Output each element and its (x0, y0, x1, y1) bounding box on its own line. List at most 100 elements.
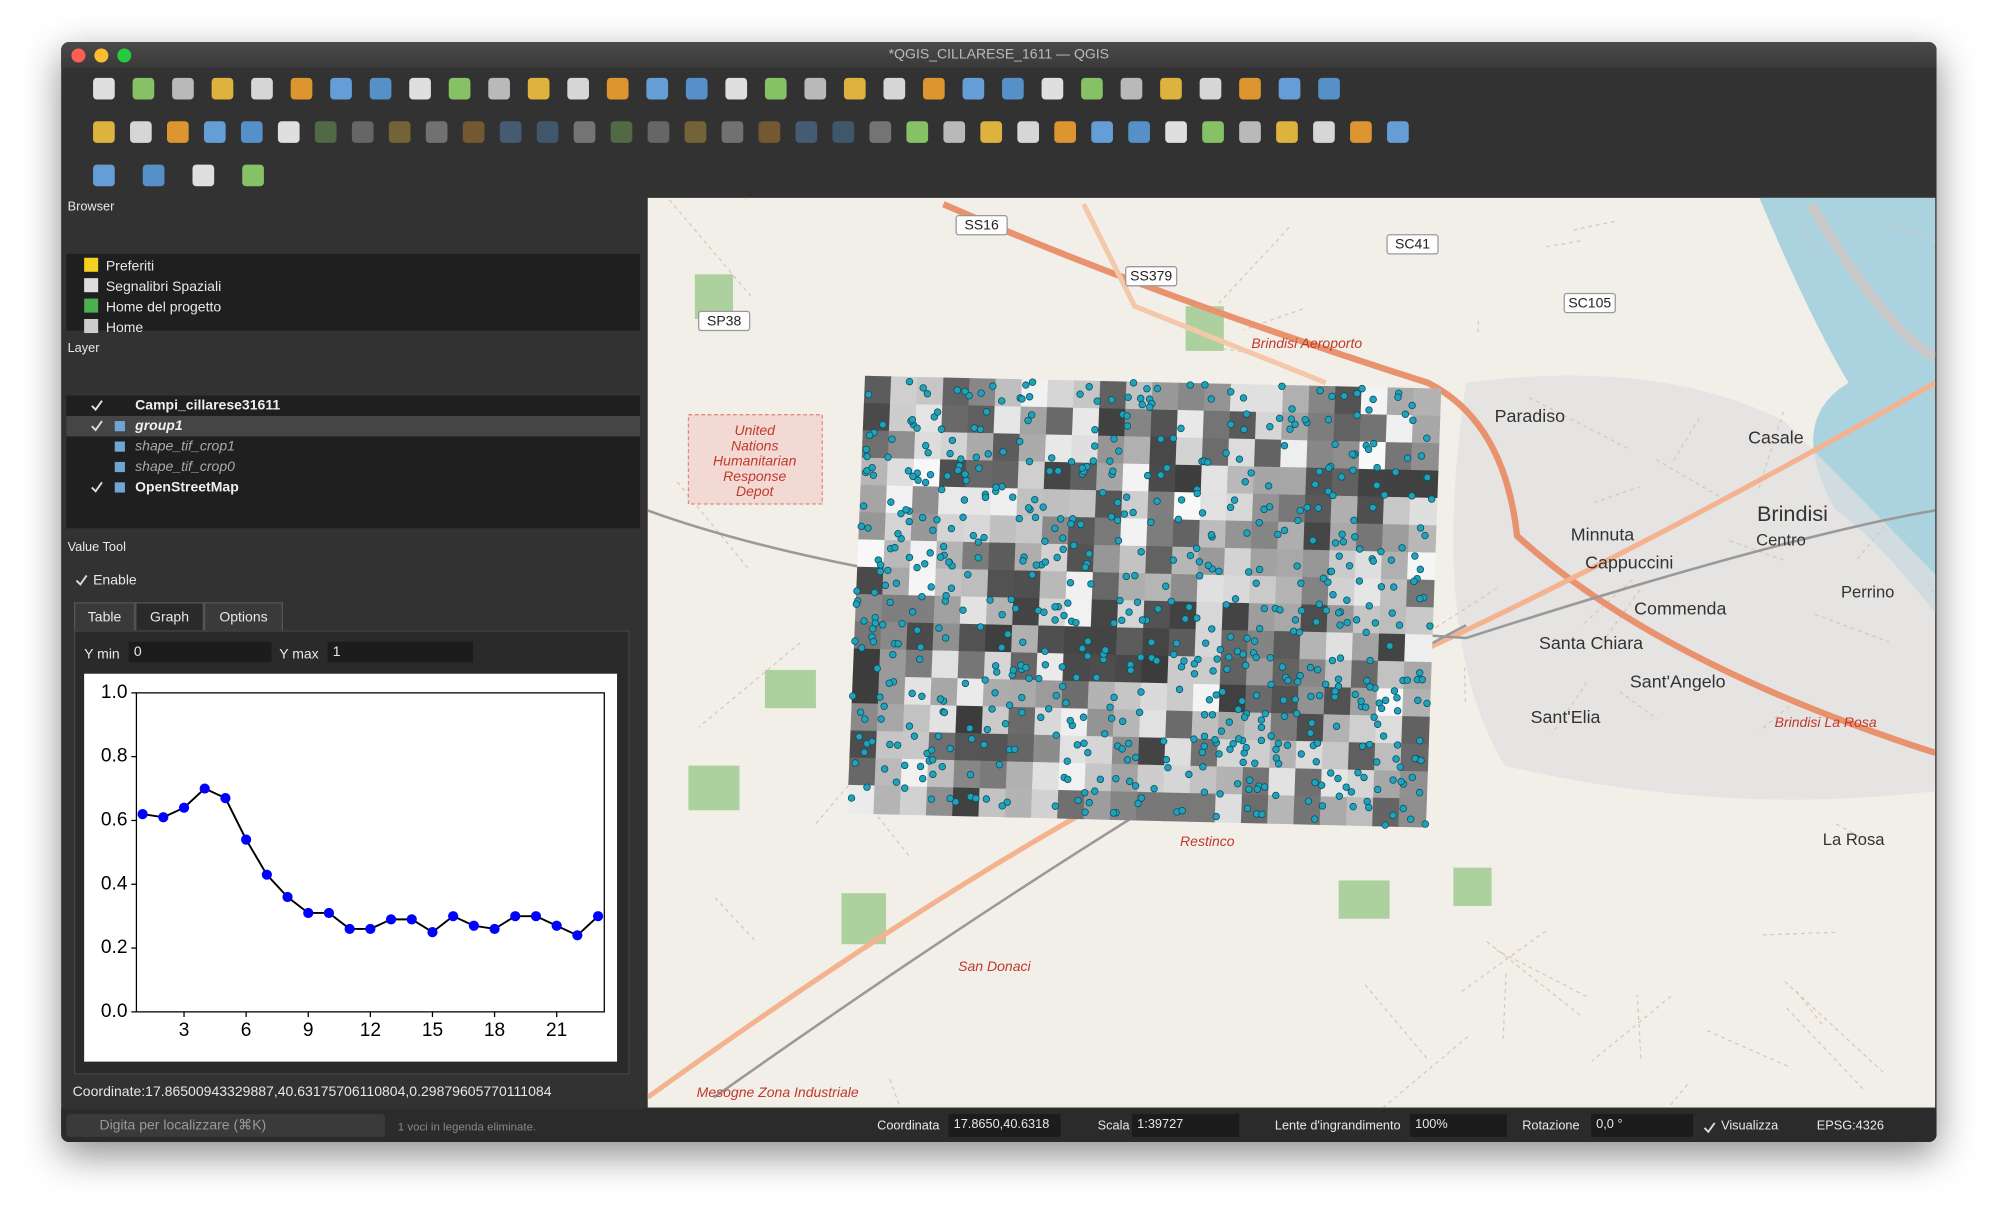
tool-button[interactable] (1387, 121, 1409, 143)
tool-button[interactable] (462, 121, 485, 143)
tool-button[interactable] (684, 121, 707, 143)
tool-button[interactable] (646, 77, 669, 100)
tool-button[interactable] (388, 121, 411, 143)
tool-button[interactable] (172, 77, 194, 100)
tool-button[interactable] (409, 77, 431, 100)
tool-button[interactable] (448, 77, 471, 100)
tool-button[interactable] (923, 77, 945, 100)
tab[interactable]: Options (203, 602, 284, 632)
tool-button[interactable] (1202, 121, 1224, 143)
layer-checkbox[interactable] (89, 459, 104, 474)
tool-button[interactable] (1081, 77, 1103, 100)
tool-button[interactable] (132, 77, 155, 100)
tool-button[interactable] (1041, 77, 1064, 100)
tool-button[interactable] (1318, 77, 1340, 100)
tool-button[interactable] (1313, 121, 1335, 143)
layer-checkbox[interactable] (89, 480, 104, 495)
tool-button[interactable] (721, 121, 744, 143)
tool-button[interactable] (290, 77, 313, 100)
tool-button[interactable] (843, 77, 866, 100)
tool-button[interactable] (142, 164, 165, 187)
tool-button[interactable] (242, 164, 264, 187)
crs-button[interactable]: EPSG:4326 (1816, 1119, 1885, 1134)
tool-button[interactable] (795, 121, 818, 143)
tool-button[interactable] (536, 121, 559, 143)
tool-button[interactable] (93, 164, 115, 187)
tool-button[interactable] (1128, 121, 1150, 143)
tool-button[interactable] (725, 77, 748, 100)
locator-search[interactable]: Digita per localizzare (⌘K) (66, 1113, 386, 1137)
browser-item[interactable]: Segnalibri Spaziali (84, 276, 221, 296)
ymax-input[interactable]: 1 (327, 641, 473, 663)
tool-button[interactable] (1017, 121, 1040, 143)
tool-button[interactable] (488, 77, 510, 100)
tool-button[interactable] (980, 121, 1003, 143)
tool-button[interactable] (192, 164, 215, 187)
tool-button[interactable] (527, 77, 550, 100)
layer-checkbox[interactable] (89, 398, 104, 413)
layer-row[interactable]: shape_tif_crop0 (66, 457, 640, 477)
tool-button[interactable] (606, 77, 629, 100)
magnifier-field[interactable]: 100% (1410, 1113, 1507, 1137)
layer-row[interactable]: OpenStreetMap (66, 477, 640, 497)
coord-field[interactable]: 17.8650,40.6318 (948, 1113, 1061, 1137)
tool-button[interactable] (240, 121, 263, 143)
tool-button[interactable] (1054, 121, 1076, 143)
tool-button[interactable] (1165, 121, 1187, 143)
layer-row[interactable]: shape_tif_crop1 (66, 436, 640, 456)
tool-button[interactable] (499, 121, 522, 143)
enable-check[interactable] (74, 573, 89, 588)
tab[interactable]: Graph (135, 602, 204, 632)
tool-button[interactable] (130, 121, 152, 143)
tool-button[interactable] (1002, 77, 1024, 100)
tool-button[interactable] (804, 77, 827, 100)
tool-button[interactable] (832, 121, 855, 143)
scale-field[interactable]: 1:39727 (1132, 1113, 1240, 1137)
layer-checkbox[interactable] (89, 419, 104, 434)
tool-button[interactable] (330, 77, 352, 100)
tool-button[interactable] (1276, 121, 1298, 143)
ymin-input[interactable]: 0 (128, 641, 272, 663)
tool-button[interactable] (1350, 121, 1372, 143)
minimize-button[interactable] (94, 48, 109, 63)
tool-button[interactable] (93, 77, 115, 100)
tool-button[interactable] (211, 77, 234, 100)
tool-button[interactable] (1199, 77, 1222, 100)
tool-button[interactable] (685, 77, 708, 100)
tool-button[interactable] (1278, 77, 1301, 100)
tool-button[interactable] (610, 121, 633, 143)
tool-button[interactable] (1239, 121, 1261, 143)
tool-button[interactable] (758, 121, 781, 143)
tool-button[interactable] (1091, 121, 1113, 143)
tool-button[interactable] (93, 121, 115, 143)
layer-row[interactable]: group1 (66, 415, 640, 437)
tool-button[interactable] (883, 77, 906, 100)
tool-button[interactable] (1120, 77, 1143, 100)
tool-button[interactable] (351, 121, 374, 143)
tool-button[interactable] (906, 121, 929, 143)
tool-button[interactable] (764, 77, 787, 100)
tool-button[interactable] (369, 77, 392, 100)
layer-checkbox[interactable] (89, 439, 104, 454)
rotation-field[interactable]: 0,0 ° (1591, 1113, 1694, 1137)
browser-item[interactable]: Home (84, 316, 143, 336)
tool-button[interactable] (167, 121, 189, 143)
layer-row[interactable]: Campi_cillarese31611 (66, 396, 640, 416)
tab[interactable]: Table (73, 602, 136, 632)
zoom-button[interactable] (117, 48, 132, 63)
tool-button[interactable] (647, 121, 670, 143)
tool-button[interactable] (573, 121, 596, 143)
tool-button[interactable] (1160, 77, 1182, 100)
close-button[interactable] (71, 48, 86, 63)
tool-button[interactable] (943, 121, 966, 143)
tool-button[interactable] (869, 121, 892, 143)
render-label[interactable]: Visualizza (1721, 1119, 1779, 1134)
tool-button[interactable] (314, 121, 337, 143)
enable-label[interactable]: Enable (93, 572, 137, 589)
tool-button[interactable] (203, 121, 226, 143)
tool-button[interactable] (251, 77, 273, 100)
tool-button[interactable] (962, 77, 985, 100)
tool-button[interactable] (567, 77, 589, 100)
map-canvas[interactable]: SS16 SC41 SS379 SP38 SC105 Brindisi Aeroporto… (647, 197, 1936, 1108)
tool-button[interactable] (1239, 77, 1261, 100)
